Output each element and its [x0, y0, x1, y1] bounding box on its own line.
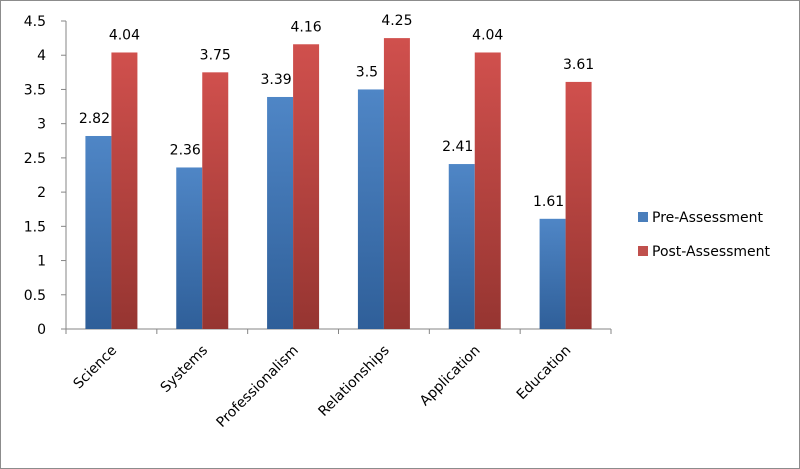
- y-tick-label: 1: [37, 254, 46, 270]
- bar-post-relationships: [383, 38, 410, 329]
- y-tick-label: 0: [37, 322, 46, 338]
- data-label: 2.82: [79, 111, 110, 127]
- y-tick-label: 4.5: [24, 14, 46, 30]
- x-tick-label: Systems: [158, 343, 211, 396]
- legend-swatch-post: [638, 246, 648, 256]
- legend: Pre-Assessment Post-Assessment: [638, 210, 771, 260]
- data-label: 3.61: [563, 57, 594, 73]
- data-label: 3.75: [200, 47, 231, 63]
- data-labels: 2.82 4.04 2.36 3.75 3.39 4.16 3.5 4.25 2.41 4.04 1…: [79, 13, 594, 210]
- bars: [85, 38, 592, 330]
- bar-pre-professionalism: [267, 96, 294, 330]
- data-label: 3.39: [260, 72, 291, 88]
- data-label: 4.25: [381, 13, 412, 29]
- bar-post-professionalism: [293, 44, 320, 329]
- bar-pre-science: [85, 135, 112, 329]
- data-label: 1.61: [533, 194, 564, 210]
- bar-pre-application: [448, 164, 475, 329]
- y-tick-label: 2: [37, 185, 46, 201]
- x-tick-label: Science: [71, 343, 121, 393]
- y-tick-label: 0.5: [24, 288, 46, 304]
- x-tick-label: Application: [417, 343, 484, 410]
- bar-pre-systems: [176, 167, 203, 329]
- data-label: 4.16: [290, 19, 321, 35]
- bar-pre-relationships: [357, 89, 384, 329]
- bar-post-science: [111, 52, 138, 330]
- x-tick-label: Education: [514, 343, 575, 404]
- bar-post-application: [474, 52, 501, 330]
- x-tick-label: Relationships: [315, 343, 392, 420]
- bar-post-education: [565, 81, 592, 329]
- bar-post-systems: [202, 72, 229, 329]
- legend-label: Post-Assessment: [652, 244, 771, 260]
- data-label: 2.36: [170, 142, 201, 158]
- data-label: 4.04: [109, 27, 140, 43]
- data-label: 3.5: [356, 64, 378, 80]
- y-tick-label: 3: [37, 117, 46, 133]
- data-label: 2.41: [442, 139, 473, 155]
- legend-label: Pre-Assessment: [652, 210, 763, 226]
- legend-swatch-pre: [638, 212, 648, 222]
- bar-pre-education: [539, 218, 566, 329]
- y-tick-label: 4: [37, 48, 46, 64]
- y-tick-label: 1.5: [24, 219, 46, 235]
- y-tick-label: 3.5: [24, 82, 46, 98]
- data-label: 4.04: [472, 27, 503, 43]
- y-tick-label: 2.5: [24, 151, 46, 167]
- x-tick-label: Professionalism: [214, 343, 302, 431]
